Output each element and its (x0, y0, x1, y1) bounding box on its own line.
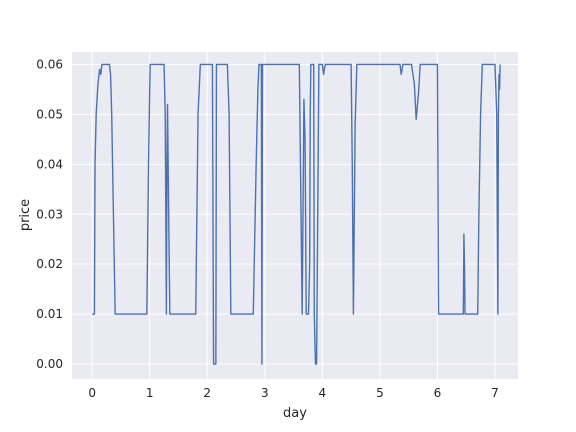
x-tick-label: 3 (261, 386, 269, 400)
x-tick-label: 0 (88, 386, 96, 400)
x-tick-label: 2 (203, 386, 211, 400)
y-axis-label: price (18, 199, 33, 231)
x-tick-label: 7 (491, 386, 499, 400)
y-tick-label: 0.05 (36, 107, 63, 121)
x-tick-label: 5 (376, 386, 384, 400)
y-tick-label: 0.00 (36, 357, 63, 371)
x-axis-label: day (283, 406, 307, 421)
x-tick-label: 1 (146, 386, 154, 400)
y-tick-label: 0.04 (36, 157, 63, 171)
x-tick-label: 4 (319, 386, 327, 400)
x-tick-labels: 0 1 2 3 4 5 6 7 (88, 386, 498, 400)
y-tick-label: 0.06 (36, 57, 63, 71)
y-tick-label: 0.01 (36, 307, 63, 321)
y-tick-label: 0.02 (36, 257, 63, 271)
price-series-line (92, 63, 501, 365)
y-tick-labels: 0.00 0.01 0.02 0.03 0.04 0.05 0.06 (36, 57, 63, 371)
plot-background (72, 52, 518, 379)
x-tick-label: 6 (434, 386, 442, 400)
y-tick-label: 0.03 (36, 207, 63, 221)
